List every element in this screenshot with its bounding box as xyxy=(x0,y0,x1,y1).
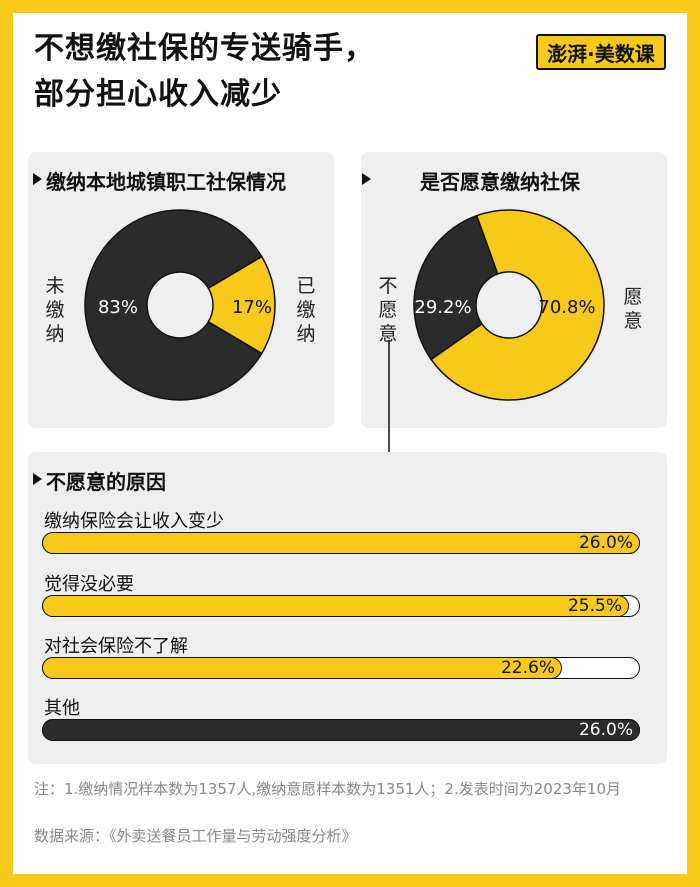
panel-title-status: 缴纳本地城镇职工社保情况 xyxy=(46,170,286,194)
bar: 26.0% xyxy=(42,719,640,741)
source-note: 数据来源：《外卖送餐员工作量与劳动强度分析》 xyxy=(34,827,357,845)
bar-category-label: 缴纳保险会让收入变少 xyxy=(44,511,224,532)
triangle-marker-icon xyxy=(33,473,42,485)
panel-title-willingness: 是否愿意缴纳社保 xyxy=(420,170,580,194)
donut-chart-status: 83% 17% xyxy=(84,209,276,401)
panel-title-reasons: 不愿意的原因 xyxy=(46,470,166,494)
page-title: 不想缴社保的专送骑手， 部分担心收入减少 xyxy=(34,26,375,118)
bar: 25.5% xyxy=(42,595,629,617)
bar-value-label: 26.0% xyxy=(578,720,633,740)
triangle-marker-icon xyxy=(362,173,371,185)
willing-slice xyxy=(430,209,605,401)
legend-label-unpaid: 未缴纳 xyxy=(44,274,66,346)
bar-value-label: 22.6% xyxy=(500,658,555,678)
unwilling-slice xyxy=(413,214,499,361)
legend-text-unpaid: 未缴纳 xyxy=(45,275,65,345)
willing-value-label: 70.8% xyxy=(538,297,595,318)
unpaid-slice xyxy=(84,209,263,401)
title-line-1: 不想缴社保的专送骑手， xyxy=(34,31,375,66)
title-line-2: 部分担心收入减少 xyxy=(34,77,282,112)
bar-value-label: 25.5% xyxy=(567,596,622,616)
unpaid-value-label: 83% xyxy=(98,297,138,318)
bar: 26.0% xyxy=(42,532,640,554)
bar-category-label: 觉得没必要 xyxy=(44,574,134,595)
legend-text-willing: 愿意 xyxy=(623,286,643,332)
paid-value-label: 17% xyxy=(232,297,272,318)
brand-logo: 澎湃·美数课 xyxy=(536,34,666,70)
legend-text-unwilling: 不愿意 xyxy=(378,275,398,345)
legend-label-willing: 愿意 xyxy=(622,285,644,333)
unwilling-value-label: 29.2% xyxy=(414,297,471,318)
bar: 22.6% xyxy=(42,657,562,679)
donut-chart-willingness: 29.2% 70.8% xyxy=(413,209,605,401)
bar-category-label: 其他 xyxy=(44,698,80,719)
bar-category-label: 对社会保险不了解 xyxy=(44,636,188,657)
legend-label-paid: 已缴纳 xyxy=(295,274,317,346)
bar-value-label: 26.0% xyxy=(578,533,633,553)
paid-slice xyxy=(207,255,276,355)
legend-text-paid: 已缴纳 xyxy=(296,275,316,345)
legend-label-unwilling: 不愿意 xyxy=(377,274,399,346)
triangle-marker-icon xyxy=(33,173,42,185)
footnote: 注：1.缴纳情况样本数为1357人,缴纳意愿样本数为1351人；2.发表时间为2… xyxy=(34,780,622,798)
